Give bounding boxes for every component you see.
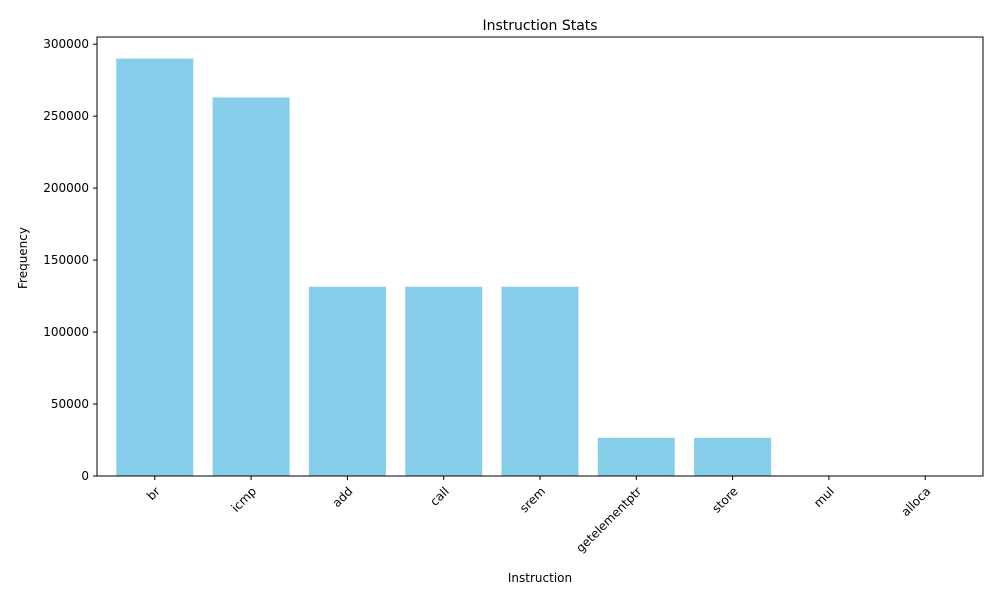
x-axis-title: Instruction [508, 571, 572, 585]
bar-br [116, 58, 194, 477]
y-tick-label: 0 [81, 469, 89, 483]
bar-getelementptr [597, 437, 675, 476]
bar-icmp [212, 97, 290, 477]
y-tick-label: 200000 [43, 181, 89, 195]
x-tick-label: getelementptr [573, 484, 644, 555]
x-tick-label: icmp [229, 484, 260, 515]
y-tick-label: 300000 [43, 37, 89, 51]
x-axis: br icmp add call srem getelementptr store mul al… [144, 476, 933, 555]
x-tick-label: store [709, 484, 740, 515]
x-tick-label: add [330, 484, 356, 510]
bar-add [308, 286, 386, 476]
x-tick-label: srem [517, 484, 548, 515]
x-tick-label: call [427, 484, 451, 508]
y-tick-label: 150000 [43, 253, 89, 267]
y-axis: 0 50000 100000 150000 200000 250000 300000 [43, 37, 97, 483]
x-tick-label: mul [811, 484, 837, 510]
bars-group [116, 58, 772, 477]
y-tick-label: 50000 [51, 397, 89, 411]
bar-srem [501, 286, 579, 476]
bar-store [694, 437, 772, 476]
bar-call [405, 286, 483, 476]
x-tick-label: alloca [898, 484, 933, 519]
y-axis-title: Frequency [16, 227, 30, 289]
x-tick-label: br [144, 484, 163, 503]
y-tick-label: 100000 [43, 325, 89, 339]
chart-title: Instruction Stats [482, 18, 597, 34]
y-tick-label: 250000 [43, 109, 89, 123]
